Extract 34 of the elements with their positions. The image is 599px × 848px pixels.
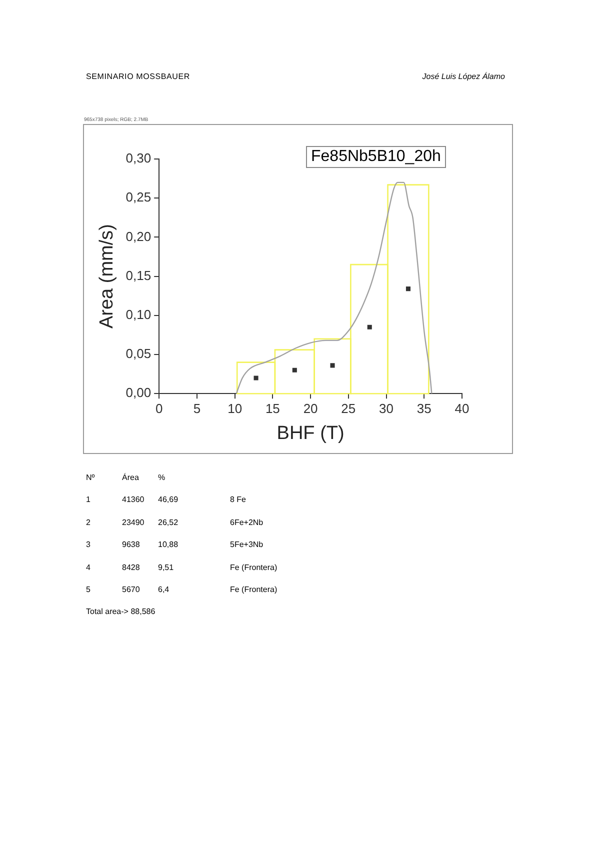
y-tick-label: 0,10 [126,306,152,322]
x-tick-label: 40 [454,400,470,416]
x-tick-label: 15 [265,400,280,416]
text: Total area-> 88,586 [86,606,156,618]
point [367,324,372,330]
point [292,368,297,372]
x-tick-label: 10 [228,400,242,416]
chart-title: Fe85Nb5B10_20h [306,146,446,168]
text: 1 41360 46,69 8 Fe [86,494,248,506]
text: 5 5670 6,4 Fe (Frontera) [86,584,278,596]
y-axis-title: Area (mm/s) [96,224,118,329]
text: 2 23490 26,52 6Fe+2Nb [86,516,264,529]
y-tick-label: 0,30 [126,150,152,166]
text: 3 9638 10,88 5Fe+3Nb [86,539,264,552]
line-series [236,182,432,394]
point [254,376,258,380]
point [406,286,411,292]
x-tick-label: 35 [416,400,432,416]
x-tick-label: 20 [303,400,318,416]
y-tick-label: 0,20 [126,228,152,244]
x-tick-label: 0 [155,400,163,416]
text: José Luis López Álamo [422,72,505,81]
y-tick-label: 0,15 [126,268,152,283]
y-tick-label: 0,05 [126,346,152,362]
x-tick-label: 30 [379,400,394,416]
x-tick-label: 5 [193,400,201,416]
y-tick-label: 0,00 [126,385,152,400]
x-axis-title: BHF (T) [276,422,344,444]
y-tick-label: 0,25 [126,190,152,205]
text: SEMINARIO MOSSBAUER [86,72,190,81]
text: 4 8428 9,51 Fe (Frontera) [86,562,278,574]
text: Nº Área % [86,472,166,484]
x-tick-label: 25 [341,400,356,416]
point [330,363,335,368]
